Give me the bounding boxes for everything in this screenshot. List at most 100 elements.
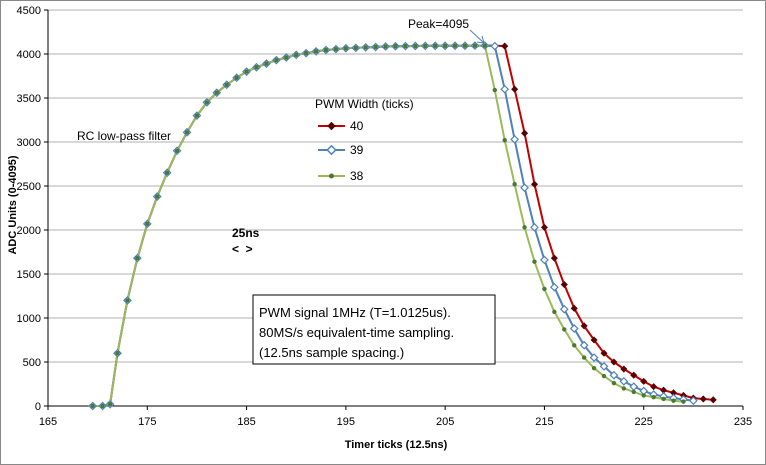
legend-title: PWM Width (ticks) [315,97,414,111]
axes [44,9,744,410]
point-40 [570,304,578,312]
point-38 [423,43,428,49]
legend-entry-40: 40 [318,119,364,133]
point-38 [107,402,113,407]
point-40 [590,336,598,344]
info-line-3: (12.5ns sample spacing.) [259,345,404,360]
point-38 [125,298,130,303]
point-38 [472,43,478,48]
legend-marker-39 [326,144,337,156]
point-40 [660,386,668,394]
y-tick-label: 1500 [17,269,41,281]
point-38 [462,43,468,48]
point-38 [234,75,239,80]
point-39 [549,282,559,292]
point-38 [611,380,617,386]
legend-label-39: 39 [350,143,364,157]
point-38 [651,395,656,400]
point-38 [294,52,299,58]
point-38 [393,44,398,49]
point-38 [204,100,210,105]
point-39 [520,183,529,193]
x-tick-label: 215 [535,416,553,428]
point-38 [681,399,686,404]
legend: PWM Width (ticks) 40 39 38 [315,97,414,183]
legend-label-38: 38 [350,169,364,183]
point-39 [609,370,619,380]
legend-entry-39: 39 [318,143,364,157]
point-38 [502,138,507,143]
point-38 [542,286,547,292]
info-box: PWM signal 1MHz (T=1.0125us). 80MS/s equ… [252,294,496,365]
point-39 [688,396,698,406]
series-markers [88,41,717,411]
point-40 [511,85,519,93]
peak-annotation: Peak=4095 [408,17,469,31]
point-40 [600,349,608,357]
point-40 [540,223,548,231]
x-tick-label: 175 [138,416,156,428]
legend-marker-40 [327,121,336,131]
y-tick-label: 3500 [17,93,41,105]
point-38 [661,396,666,402]
point-38 [383,44,388,49]
point-38 [90,403,95,409]
y-tick-label: 2000 [17,225,41,237]
x-tick-label: 235 [734,416,752,428]
point-38 [145,221,150,227]
point-38 [671,398,676,403]
legend-label-40: 40 [350,119,364,133]
point-39 [500,84,510,94]
point-40 [650,383,658,391]
y-tick-label: 2500 [17,181,41,193]
point-38 [313,49,319,54]
point-38 [264,61,269,66]
point-40 [699,395,707,403]
point-38 [562,327,567,332]
gridlines [48,9,743,363]
point-38 [214,90,219,95]
point-40 [709,396,717,404]
point-38 [135,255,140,261]
point-38 [284,55,289,60]
point-38 [442,43,448,49]
point-40 [620,365,628,373]
point-38 [194,113,200,118]
spacing-arrows: < > [232,242,253,256]
x-axis-title: Timer ticks (12.5ns) [345,439,448,451]
point-38 [452,43,458,48]
point-39 [619,376,629,386]
peak-arrow-head-icon [476,35,485,44]
point-38 [155,194,160,199]
info-line-2: 80MS/s equivalent-time sampling. [259,325,454,340]
point-38 [572,343,577,348]
point-38 [323,47,329,53]
point-38 [482,43,488,48]
point-40 [669,389,678,397]
y-tick-labels: 0 500 1000 1500 2000 2500 3000 3500 4000 4500 [17,5,41,413]
y-tick-label: 4500 [17,5,41,17]
spacing-label: 25ns [232,226,260,240]
point-38 [552,309,557,315]
point-38 [621,386,627,391]
point-40 [530,180,539,188]
point-38 [512,182,517,187]
point-38 [254,65,259,70]
y-tick-label: 4000 [17,49,41,61]
point-38 [303,50,309,56]
point-38 [115,351,120,356]
point-39 [510,134,520,144]
x-tick-label: 225 [635,416,653,428]
point-38 [433,43,438,49]
point-39 [569,324,579,333]
point-38 [601,373,607,379]
point-38 [244,69,249,74]
point-38 [353,45,358,51]
point-38 [363,45,368,50]
point-38 [403,43,408,49]
point-40 [521,129,529,137]
point-38 [333,46,339,52]
